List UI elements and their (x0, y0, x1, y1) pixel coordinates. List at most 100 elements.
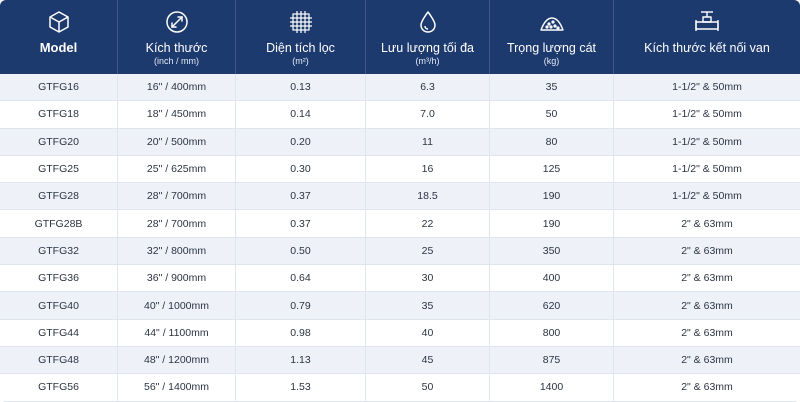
cell-sand-weight: 125 (489, 155, 613, 183)
header-unit: (inch / mm) (154, 56, 199, 66)
cell-size: 36" / 900mm (117, 265, 235, 292)
table-row: GTFG16 16" / 400mm 0.13 6.3 35 1-1/2" & … (0, 74, 800, 102)
cell-size: 44" / 1100mm (117, 319, 235, 346)
table-header: Model Kích thước (inch / mm) (0, 0, 800, 74)
cell-filter-area: 0.13 (235, 74, 365, 101)
cell-valve-size: 1-1/2" & 50mm (613, 101, 800, 128)
header-title: Model (39, 40, 78, 55)
header-title: Trọng lượng cát (506, 41, 597, 55)
cell-filter-area: 0.98 (235, 319, 365, 346)
cell-sand-weight: 800 (489, 319, 613, 346)
cell-sand-weight: 350 (489, 237, 613, 265)
header-model: Model (0, 0, 117, 74)
cell-flow-rate: 50 (365, 374, 489, 401)
cell-model: GTFG28 (38, 190, 79, 203)
table-row: GTFG18 18" / 450mm 0.14 7.0 50 1-1/2" & … (0, 101, 800, 129)
filter-mesh-icon (287, 8, 315, 36)
cell-flow-rate: 22 (365, 210, 489, 237)
cell-valve-size: 1-1/2" & 50mm (613, 74, 800, 101)
cell-flow-rate: 11 (365, 128, 489, 155)
cell-model: GTFG28B (34, 217, 83, 230)
water-drop-icon (414, 8, 442, 36)
cell-filter-area: 0.20 (235, 128, 365, 155)
cell-valve-size: 2" & 63mm (613, 292, 800, 319)
cell-size: 18" / 450mm (117, 101, 235, 128)
cell-flow-rate: 40 (365, 319, 489, 346)
cell-filter-area: 0.79 (235, 292, 365, 319)
table-body: GTFG16 16" / 400mm 0.13 6.3 35 1-1/2" & … (0, 74, 800, 402)
cell-filter-area: 0.64 (235, 265, 365, 292)
cell-model: GTFG48 (38, 354, 79, 367)
header-valve-size: Kích thước kết nối van (613, 0, 800, 74)
cell-sand-weight: 190 (489, 183, 613, 210)
cell-size: 28" / 700mm (117, 183, 235, 210)
cell-flow-rate: 25 (365, 237, 489, 265)
cell-filter-area: 1.53 (235, 374, 365, 401)
cell-valve-size: 1-1/2" & 50mm (613, 183, 800, 210)
cell-model: GTFG25 (38, 163, 79, 176)
header-filter-area: Diện tích lọc (m²) (235, 0, 365, 74)
header-unit: (m²) (292, 56, 309, 66)
cell-sand-weight: 50 (489, 101, 613, 128)
header-title: Kích thước (145, 41, 208, 55)
cell-size: 40" / 1000mm (117, 292, 235, 319)
cell-valve-size: 2" & 63mm (613, 374, 800, 401)
cell-valve-size: 1-1/2" & 50mm (613, 155, 800, 183)
cell-valve-size: 2" & 63mm (613, 265, 800, 292)
header-sand-weight: Trọng lượng cát (kg) (489, 0, 613, 74)
header-size: Kích thước (inch / mm) (117, 0, 235, 74)
cell-model: GTFG36 (38, 272, 79, 285)
cell-valve-size: 2" & 63mm (613, 346, 800, 374)
cell-filter-area: 0.30 (235, 155, 365, 183)
table-row: GTFG44 44" / 1100mm 0.98 40 800 2" & 63m… (0, 319, 800, 347)
cell-sand-weight: 1400 (489, 374, 613, 401)
table-row: GTFG32 32" / 800mm 0.50 25 350 2" & 63mm (0, 237, 800, 266)
cell-filter-area: 1.13 (235, 346, 365, 374)
cell-model: GTFG40 (38, 299, 79, 312)
cell-model: GTFG44 (38, 326, 79, 339)
cell-size: 25" / 625mm (117, 155, 235, 183)
table-row: GTFG28 28" / 700mm 0.37 18.5 190 1-1/2" … (0, 183, 800, 211)
cell-model: GTFG18 (38, 108, 79, 121)
cell-flow-rate: 6.3 (365, 74, 489, 101)
table-row: GTFG40 40" / 1000mm 0.79 35 620 2" & 63m… (0, 292, 800, 320)
cell-valve-size: 2" & 63mm (613, 237, 800, 265)
cube-icon (45, 8, 73, 36)
cell-sand-weight: 80 (489, 128, 613, 155)
cell-sand-weight: 875 (489, 346, 613, 374)
table-row: GTFG48 48" / 1200mm 1.13 45 875 2" & 63m… (0, 346, 800, 375)
cell-flow-rate: 18.5 (365, 183, 489, 210)
cell-valve-size: 1-1/2" & 50mm (613, 128, 800, 155)
cell-size: 48" / 1200mm (117, 346, 235, 374)
cell-model: GTFG20 (38, 135, 79, 148)
cell-size: 28" / 700mm (117, 210, 235, 237)
cell-valve-size: 2" & 63mm (613, 319, 800, 346)
cell-flow-rate: 35 (365, 292, 489, 319)
header-title: Diện tích lọc (266, 41, 335, 55)
header-flow-rate: Lưu lượng tối đa (m³/h) (365, 0, 489, 74)
cell-model: GTFG32 (38, 244, 79, 257)
header-unit: (kg) (543, 56, 560, 66)
cell-flow-rate: 45 (365, 346, 489, 374)
valve-icon (693, 8, 721, 36)
cell-model: GTFG56 (38, 381, 79, 394)
cell-model: GTFG16 (38, 81, 79, 94)
cell-sand-weight: 400 (489, 265, 613, 292)
cell-sand-weight: 620 (489, 292, 613, 319)
header-unit: (m³/h) (415, 56, 440, 66)
table-row: GTFG20 20" / 500mm 0.20 11 80 1-1/2" & 5… (0, 128, 800, 156)
table-row: GTFG56 56" / 1400mm 1.53 50 1400 2" & 63… (0, 374, 800, 402)
cell-size: 32" / 800mm (117, 237, 235, 265)
diameter-icon (163, 8, 191, 36)
cell-filter-area: 0.37 (235, 183, 365, 210)
cell-filter-area: 0.14 (235, 101, 365, 128)
cell-filter-area: 0.50 (235, 237, 365, 265)
header-title: Lưu lượng tối đa (380, 41, 475, 55)
cell-filter-area: 0.37 (235, 210, 365, 237)
cell-sand-weight: 35 (489, 74, 613, 101)
cell-flow-rate: 30 (365, 265, 489, 292)
sand-pile-icon (538, 8, 566, 36)
table-row: GTFG25 25" / 625mm 0.30 16 125 1-1/2" & … (0, 155, 800, 184)
cell-sand-weight: 190 (489, 210, 613, 237)
